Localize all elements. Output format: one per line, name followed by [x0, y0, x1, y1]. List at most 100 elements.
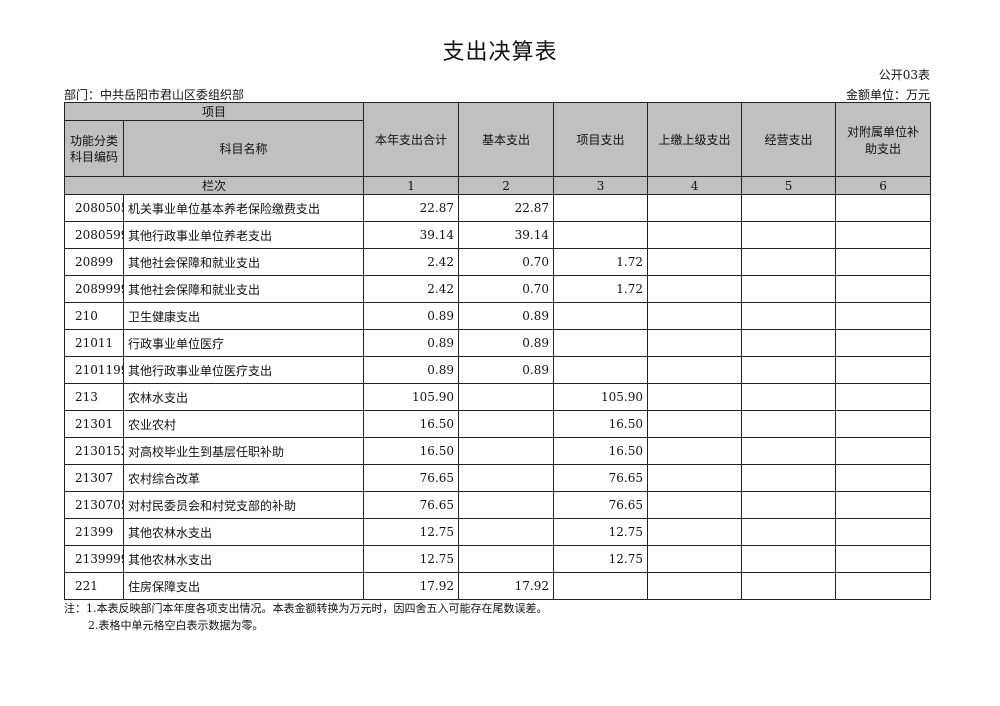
- header-col-5: 经营支出: [741, 102, 837, 177]
- row-code: 2130152: [64, 437, 124, 465]
- row-value: 22.87: [363, 194, 460, 222]
- row-value: 105.90: [363, 383, 460, 411]
- row-name: 农业农村: [122, 410, 365, 438]
- row-value: [835, 437, 932, 465]
- row-value: 0.89: [363, 356, 460, 384]
- row-value: [741, 329, 837, 357]
- col-number: 6: [835, 176, 932, 195]
- row-value: [647, 248, 743, 276]
- row-name: 农村综合改革: [122, 464, 365, 492]
- row-value: [835, 275, 932, 303]
- row-value: [647, 518, 743, 546]
- table-row: 210 卫生健康支出 0.89 0.89: [64, 302, 932, 330]
- row-value: [458, 518, 555, 546]
- row-value: [647, 572, 743, 600]
- row-value: [741, 545, 837, 573]
- row-code: 221: [64, 572, 124, 600]
- row-value: 12.75: [553, 545, 649, 573]
- row-value: 2.42: [363, 275, 460, 303]
- row-code: 21301: [64, 410, 124, 438]
- row-value: [741, 491, 837, 519]
- row-value: [553, 302, 649, 330]
- row-value: 12.75: [553, 518, 649, 546]
- table-row: 21399 其他农林水支出 12.75 12.75: [64, 518, 932, 546]
- header-col-4: 上缴上级支出: [647, 102, 743, 177]
- row-value: [835, 464, 932, 492]
- header-code: 功能分类科目编码: [64, 120, 124, 177]
- row-name: 其他行政事业单位养老支出: [122, 221, 365, 249]
- table-row: 21301 农业农村 16.50 16.50: [64, 410, 932, 438]
- row-name: 其他社会保障和就业支出: [122, 275, 365, 303]
- row-value: [741, 383, 837, 411]
- row-value: 76.65: [553, 491, 649, 519]
- row-value: [458, 491, 555, 519]
- row-value: 0.89: [363, 302, 460, 330]
- table-row: 2080599 其他行政事业单位养老支出 39.14 39.14: [64, 221, 932, 249]
- row-code: 21399: [64, 518, 124, 546]
- row-name: 其他社会保障和就业支出: [122, 248, 365, 276]
- row-code: 21307: [64, 464, 124, 492]
- header-name: 科目名称: [122, 120, 365, 177]
- row-value: [458, 437, 555, 465]
- row-value: [647, 356, 743, 384]
- row-value: [647, 491, 743, 519]
- row-value: [553, 572, 649, 600]
- row-value: [647, 194, 743, 222]
- row-value: [835, 383, 932, 411]
- col-number: 3: [553, 176, 649, 195]
- row-value: [647, 464, 743, 492]
- row-code: 2080505: [64, 194, 124, 222]
- row-value: [835, 491, 932, 519]
- col-number: 1: [363, 176, 460, 195]
- row-value: 1.72: [553, 275, 649, 303]
- row-value: [835, 221, 932, 249]
- row-value: [835, 410, 932, 438]
- row-value: 76.65: [363, 491, 460, 519]
- row-value: [835, 518, 932, 546]
- row-name: 对村民委员会和村党支部的补助: [122, 491, 365, 519]
- row-code: 20899: [64, 248, 124, 276]
- table-row: 21307 农村综合改革 76.65 76.65: [64, 464, 932, 492]
- row-value: [741, 194, 837, 222]
- row-value: [553, 356, 649, 384]
- row-value: [741, 437, 837, 465]
- row-value: 0.89: [458, 356, 555, 384]
- row-code: 2139999: [64, 545, 124, 573]
- col-number: 4: [647, 176, 743, 195]
- table-number: 公开03表: [878, 68, 930, 82]
- row-name: 机关事业单位基本养老保险缴费支出: [122, 194, 365, 222]
- row-value: 17.92: [458, 572, 555, 600]
- row-value: [741, 248, 837, 276]
- row-name: 行政事业单位医疗: [122, 329, 365, 357]
- row-code: 2101199: [64, 356, 124, 384]
- row-code: 21011: [64, 329, 124, 357]
- department-label: 部门：中共岳阳市君山区委组织部: [64, 88, 245, 102]
- row-name: 农林水支出: [122, 383, 365, 411]
- row-value: [458, 383, 555, 411]
- page-title: 支出决算表: [442, 40, 558, 65]
- row-code: 2130705: [64, 491, 124, 519]
- col-number: 2: [458, 176, 555, 195]
- col-number: 5: [741, 176, 837, 195]
- row-name: 其他农林水支出: [122, 518, 365, 546]
- row-value: [647, 329, 743, 357]
- table-row: 20899 其他社会保障和就业支出 2.42 0.70 1.72: [64, 248, 932, 276]
- notes: 注：1.本表反映部门本年度各项支出情况。本表金额转换为万元时，因四舍五入可能存在…: [64, 600, 548, 634]
- table-row: 2080505 机关事业单位基本养老保险缴费支出 22.87 22.87: [64, 194, 932, 222]
- row-code: 2080599: [64, 221, 124, 249]
- row-value: 22.87: [458, 194, 555, 222]
- row-value: [647, 410, 743, 438]
- row-value: 0.70: [458, 275, 555, 303]
- header-row-index: 栏次: [63, 176, 365, 195]
- row-value: 105.90: [553, 383, 649, 411]
- row-value: [835, 248, 932, 276]
- row-value: [835, 572, 932, 600]
- row-code: 210: [64, 302, 124, 330]
- header-col-3: 项目支出: [553, 102, 649, 177]
- expenditure-table: 项目 本年支出合计 基本支出 项目支出 上缴上级支出 经营支出 对附属单位补助支…: [63, 102, 932, 600]
- row-value: [458, 464, 555, 492]
- row-value: [741, 410, 837, 438]
- row-value: 39.14: [458, 221, 555, 249]
- row-value: [835, 302, 932, 330]
- row-value: [647, 383, 743, 411]
